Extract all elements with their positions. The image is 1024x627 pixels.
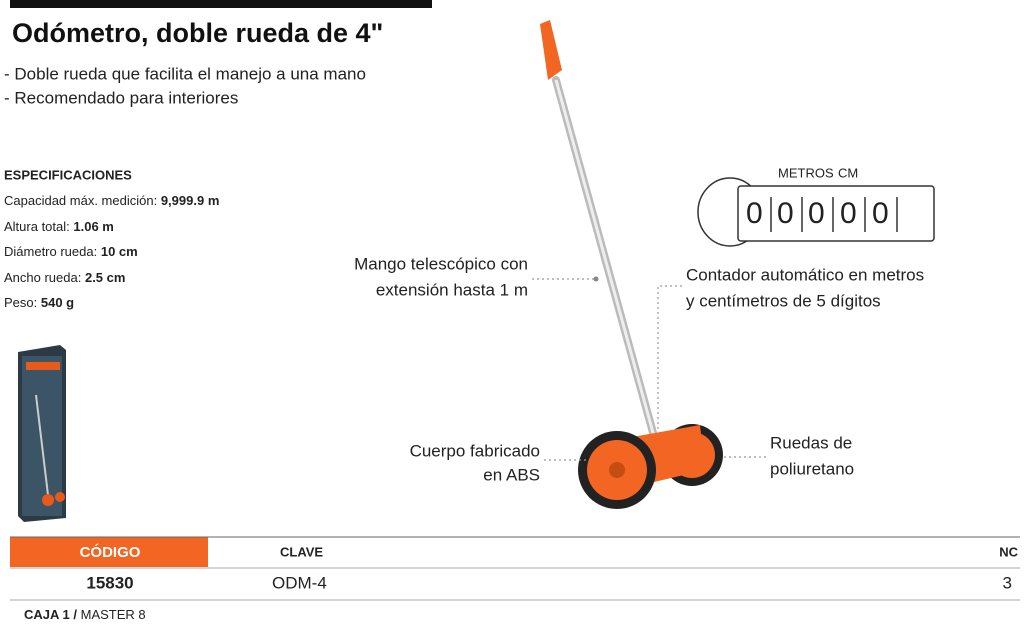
callout: Ruedas de (770, 433, 852, 452)
callout: poliuretano (770, 459, 854, 478)
callout: Contador automático en metros (686, 265, 924, 284)
counter-diagram: METROS CM 0 0 0 0 0 (697, 165, 935, 247)
callouts: Mango telescópico con extensión hasta 1 … (354, 254, 924, 484)
counter-digit: 0 (840, 197, 857, 230)
spec: Diámetro rueda: 10 cm (4, 244, 138, 259)
spec-label: Altura total: (4, 219, 70, 234)
specs-heading: ESPECIFICACIONES (4, 167, 132, 182)
spec: Ancho rueda: 2.5 cm (4, 270, 125, 285)
spec-label: Peso: (4, 295, 37, 310)
feature: - Recomendado para interiores (4, 88, 238, 107)
spec: Peso: 540 g (4, 295, 74, 310)
spec-label: Diámetro rueda: (4, 244, 97, 259)
callout: y centímetros de 5 dígitos (686, 291, 881, 310)
title: Odómetro, doble rueda de 4" (12, 18, 383, 48)
spec-label: Ancho rueda: (4, 270, 81, 285)
table-header: CÓDIGO (80, 543, 141, 561)
spec-label: Capacidad máx. medición: (4, 193, 157, 208)
product-box (18, 345, 66, 522)
spec-value: 2.5 cm (85, 270, 125, 285)
spec-value: 10 cm (101, 244, 138, 259)
callout: Mango telescópico con (354, 254, 528, 273)
footer-master: MASTER 8 (81, 607, 146, 622)
feature: - Doble rueda que facilita el manejo a u… (4, 64, 366, 83)
odometer-illustration (540, 20, 723, 509)
spec: Capacidad máx. medición: 9,999.9 m (4, 193, 219, 208)
callout: Cuerpo fabricado (410, 441, 540, 460)
counter-digit: 0 (808, 197, 825, 230)
counter-digit: 0 (872, 197, 889, 230)
footer: CAJA 1 / MASTER 8 (24, 607, 146, 622)
code-table: CÓDIGO CLAVE NC 15830 ODM-4 3 CAJA 1 / M… (10, 536, 1020, 622)
table-cell: 15830 (86, 573, 133, 592)
table-header: CLAVE (280, 544, 323, 559)
spec-value: 540 g (41, 295, 74, 310)
spec-value: 9,999.9 m (161, 193, 220, 208)
spec: Altura total: 1.06 m (4, 219, 114, 234)
table-header: NC (999, 544, 1018, 559)
spec-value: 1.06 m (73, 219, 113, 234)
counter-unit: METROS (778, 165, 834, 180)
top-bar (10, 0, 432, 8)
counter-digit: 0 (746, 197, 763, 230)
spec-list: Capacidad máx. medición: 9,999.9 m Altur… (4, 193, 219, 310)
callout: extensión hasta 1 m (376, 280, 528, 299)
counter-digit: 0 (777, 197, 794, 230)
table-cell: ODM-4 (272, 573, 327, 592)
footer-box: CAJA 1 / (24, 607, 77, 622)
callout: en ABS (483, 465, 540, 484)
table-cell: 3 (1003, 573, 1012, 592)
counter-unit: CM (838, 165, 858, 180)
